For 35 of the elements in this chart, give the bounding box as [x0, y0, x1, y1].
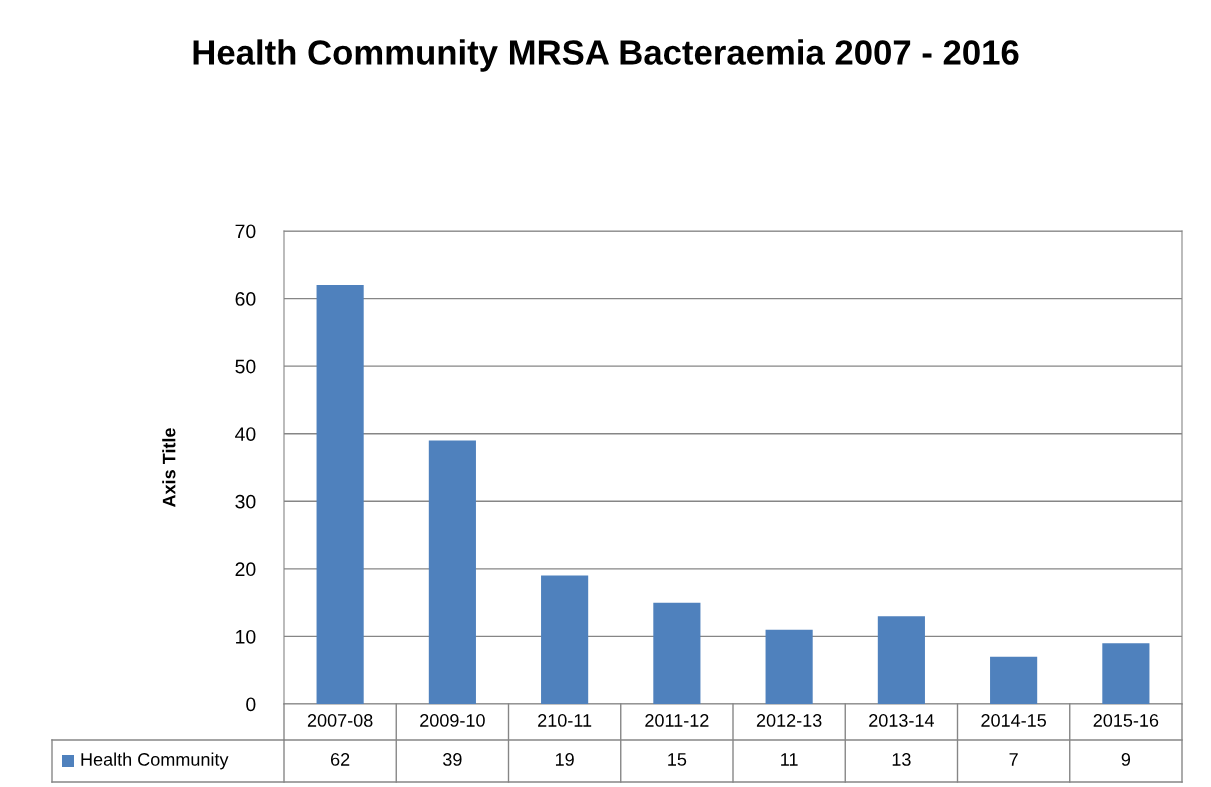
x-tick-label: 2015-16 — [1093, 714, 1159, 727]
bar — [990, 656, 1038, 704]
bar — [765, 629, 813, 704]
x-tick-label: 2007-08 — [307, 714, 373, 727]
bar — [541, 575, 589, 704]
y-tick-label: 20 — [235, 562, 256, 577]
bar — [428, 440, 476, 704]
y-tick-label: 0 — [246, 697, 256, 712]
bar — [1102, 643, 1150, 704]
x-tick-label: 2013-14 — [869, 714, 934, 727]
x-tick-label: 2012-13 — [756, 714, 822, 727]
y-tick-label: 60 — [235, 292, 256, 306]
data-label: 11 — [781, 753, 798, 766]
y-tick-label: 10 — [236, 629, 256, 644]
data-label: 19 — [555, 753, 574, 766]
bar — [877, 616, 925, 704]
data-label: 62 — [331, 753, 350, 766]
y-tick-label: 40 — [235, 427, 256, 441]
data-label: 39 — [443, 753, 462, 766]
y-tick-label: 30 — [235, 494, 256, 509]
data-label: 13 — [892, 753, 911, 766]
data-label: 7 — [1009, 753, 1018, 766]
legend-label: Health Community — [81, 752, 229, 770]
y-axis-title: Axis Title — [162, 428, 176, 508]
x-tick-label: 210-11 — [538, 714, 592, 727]
y-tick-label: 70 — [235, 224, 256, 239]
x-tick-label: 2014-15 — [981, 714, 1046, 727]
chart-title: Health Community MRSA Bacteraemia 2007 - 2016 — [193, 39, 1019, 72]
data-label: 15 — [668, 753, 687, 766]
y-tick-label: 50 — [235, 359, 256, 374]
bar — [653, 602, 701, 704]
x-tick-label: 2011-12 — [645, 714, 709, 727]
bar — [316, 285, 364, 704]
data-label: 9 — [1121, 753, 1131, 766]
x-tick-label: 2009-10 — [420, 714, 485, 727]
